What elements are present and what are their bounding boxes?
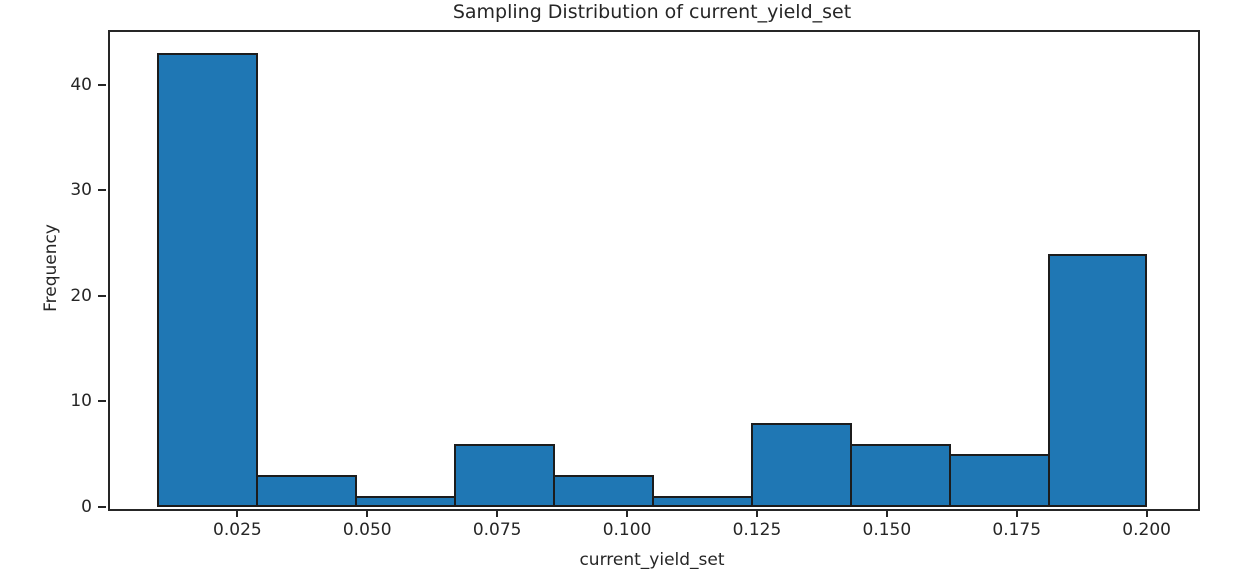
x-axis-label: current_yield_set	[579, 550, 725, 570]
x-tick-mark	[755, 509, 758, 517]
y-tick-mark	[98, 294, 106, 297]
x-tick-mark	[1145, 509, 1148, 517]
y-tick-mark	[98, 189, 106, 192]
y-tick-label: 10	[70, 391, 92, 412]
y-tick-label: 20	[70, 285, 92, 306]
x-tick-label: 0.025	[213, 520, 262, 540]
histogram-bar	[948, 454, 1050, 507]
x-tick-label: 0.125	[732, 520, 782, 540]
y-tick-mark	[98, 506, 106, 508]
y-tick-mark	[98, 400, 106, 403]
y-tick-label: 40	[70, 74, 92, 95]
histogram-bar	[255, 475, 357, 507]
x-tick-label: 0.050	[342, 520, 392, 540]
x-tick-label: 0.150	[862, 520, 912, 540]
chart-title: Sampling Distribution of current_yield_s…	[452, 1, 852, 23]
x-tick-mark	[366, 509, 369, 517]
x-tick-mark	[496, 509, 499, 517]
y-tick-mark	[98, 83, 106, 86]
histogram-bar	[552, 475, 654, 507]
x-tick-label: 0.175	[992, 520, 1042, 540]
histogram-bar	[1047, 253, 1147, 507]
x-tick-mark	[236, 509, 239, 517]
x-tick-mark	[626, 509, 629, 517]
x-tick-label: 0.200	[1122, 520, 1171, 540]
x-tick-label: 0.075	[472, 520, 522, 540]
y-tick-label: 30	[70, 180, 92, 201]
x-tick-mark	[1015, 509, 1018, 517]
histogram-bar	[156, 53, 258, 507]
histogram-bar	[750, 422, 852, 507]
x-tick-label: 0.100	[602, 520, 652, 540]
histogram-bar	[453, 443, 555, 507]
x-tick-mark	[885, 509, 888, 517]
y-tick-label: 0	[81, 497, 92, 517]
